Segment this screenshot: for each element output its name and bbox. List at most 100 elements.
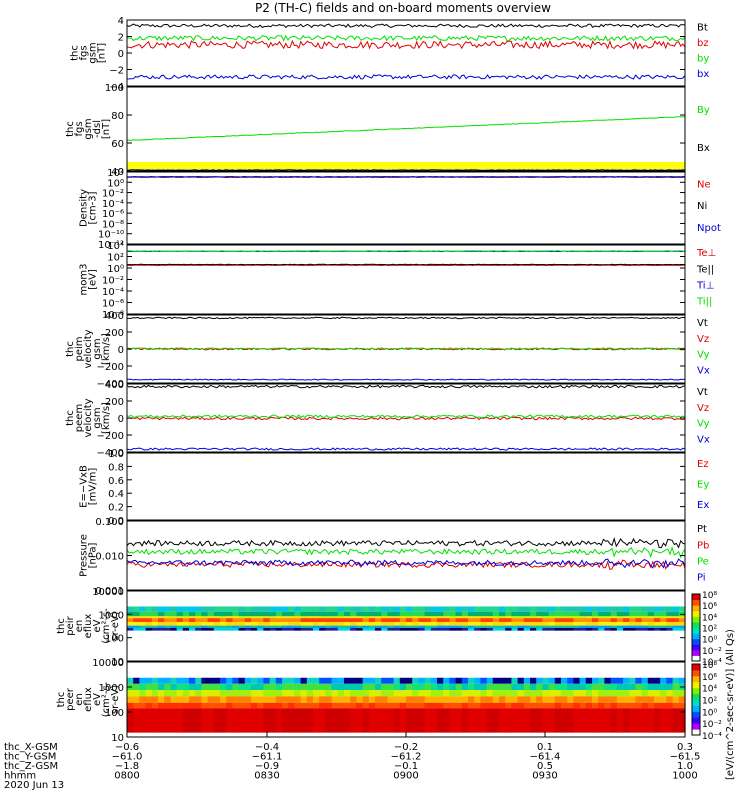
spectrogram-cell (492, 696, 500, 703)
spectrogram-cell (127, 618, 134, 623)
spectrogram-cell (220, 622, 227, 626)
spectrogram-cell (443, 622, 450, 626)
spectrogram-cell (474, 708, 481, 733)
legend-label-Bx: Bx (697, 143, 710, 154)
spectrogram-cell (554, 611, 562, 617)
spectrogram-cell (368, 683, 376, 691)
spectrogram-cell (647, 618, 655, 623)
spectrogram-cell (164, 708, 171, 733)
spectrogram-cell (406, 616, 413, 619)
legend-label-bx: bx (697, 69, 709, 80)
spectrogram-cell (313, 702, 320, 709)
spectrogram-cell (145, 627, 153, 631)
spectrogram-cell (517, 622, 525, 626)
spectrogram-cell (610, 683, 618, 691)
spectrogram-cell (387, 702, 395, 709)
spectrogram-cell (257, 622, 264, 626)
y-axis-label-line: en (74, 620, 85, 633)
spectrogram-cell (362, 618, 370, 623)
spectrogram-cell (542, 625, 550, 628)
spectrogram-cell (623, 677, 630, 684)
spectrogram-cell (257, 616, 264, 619)
spectrogram-cell (387, 708, 395, 733)
spectrogram-cell (170, 622, 178, 626)
spectrogram-cell (449, 702, 457, 709)
spectrogram-cell (269, 622, 277, 626)
spectrogram-cell (554, 625, 562, 628)
y-axis-label: Density[cm-3] (79, 189, 99, 227)
y-tick-label: 100 (105, 83, 124, 94)
series-line-Vt (126, 384, 686, 389)
spectrogram-cell (182, 696, 190, 703)
spectrogram-cell (350, 618, 357, 623)
spectrogram-cell (585, 690, 593, 697)
spectrogram-cell (182, 702, 190, 709)
spectrogram-cell (641, 627, 649, 631)
spectrogram-cell (536, 622, 543, 626)
spectrogram-cell (418, 690, 426, 697)
spectrogram-cell (362, 611, 370, 617)
spectrogram-cell (238, 696, 246, 703)
spectrogram-cell (257, 627, 264, 631)
spectrogram-cell (263, 606, 271, 612)
spectrogram-cell (585, 627, 593, 631)
spectrogram-cell (660, 616, 667, 619)
spectrogram-cell (331, 708, 339, 733)
spectrogram-cell (647, 616, 655, 619)
colorbar-tick-label: 10⁸ (702, 591, 717, 601)
spectrogram-cell (604, 611, 612, 617)
spectrogram-cell (213, 677, 221, 684)
series-line-By (126, 115, 686, 142)
spectrogram-cell (406, 708, 413, 733)
spectrogram-cell (567, 606, 574, 612)
spectrogram-cell (474, 677, 481, 684)
spectrogram-cell (319, 618, 326, 623)
spectrogram-cell (567, 702, 574, 709)
spectrogram-cell (542, 708, 550, 733)
spectrogram-cell (511, 606, 519, 612)
spectrogram-cell (654, 625, 661, 628)
spectrogram-cell (294, 683, 302, 691)
spectrogram-cell (461, 618, 469, 623)
spectrogram-cell (523, 606, 531, 612)
spectrogram-cell (294, 606, 302, 612)
spectrogram-cell (505, 690, 512, 697)
spectrogram-cell (337, 625, 345, 628)
spectrogram-cell (350, 616, 357, 619)
spectrogram-cell (263, 627, 271, 631)
spectrogram-cell (468, 606, 475, 612)
spectrogram-cell (530, 616, 537, 619)
spectrogram-cell (579, 611, 587, 617)
spectrogram-cell (257, 702, 264, 709)
spectrogram-cell (139, 696, 147, 703)
spectrogram-cell (319, 611, 326, 617)
spectrogram-cell (282, 696, 289, 703)
spectrogram-cell (474, 616, 481, 619)
y-tick-label: 10⁰ (107, 178, 124, 189)
legend-label-Ex: Ex (697, 500, 709, 511)
spectrogram-cell (375, 690, 382, 697)
spectrogram-cell (486, 616, 494, 619)
spectrogram-cell (164, 606, 171, 612)
spectrogram-cell (430, 625, 438, 628)
spectrogram-cell (610, 627, 618, 631)
spectrogram-cell (331, 622, 339, 626)
spectrogram-cell (139, 616, 147, 619)
y-axis-label-line: thc (70, 45, 81, 61)
spectrogram-cell (306, 683, 314, 691)
panel-peir_eflux: 10000 1000 100 10 thcpeirenefluxeV(cm²-s-sr-… (56, 587, 686, 668)
spectrogram-cell (201, 622, 209, 626)
spectrogram-cell (561, 622, 568, 626)
spectrogram-cell (443, 702, 450, 709)
colorbar-tick-label: 10⁰ (702, 636, 717, 646)
spectrogram-cell (238, 616, 246, 619)
spectrogram-cell (542, 622, 550, 626)
spectrogram-cell (635, 616, 643, 619)
spectrogram-cell (474, 618, 481, 623)
spectrogram-cell (561, 708, 568, 733)
spectrogram-cell (213, 618, 221, 623)
spectrogram-cell (461, 616, 469, 619)
spectrogram-cell (195, 702, 202, 709)
spectrogram-cell (511, 622, 519, 626)
spectrogram-cell (418, 625, 426, 628)
